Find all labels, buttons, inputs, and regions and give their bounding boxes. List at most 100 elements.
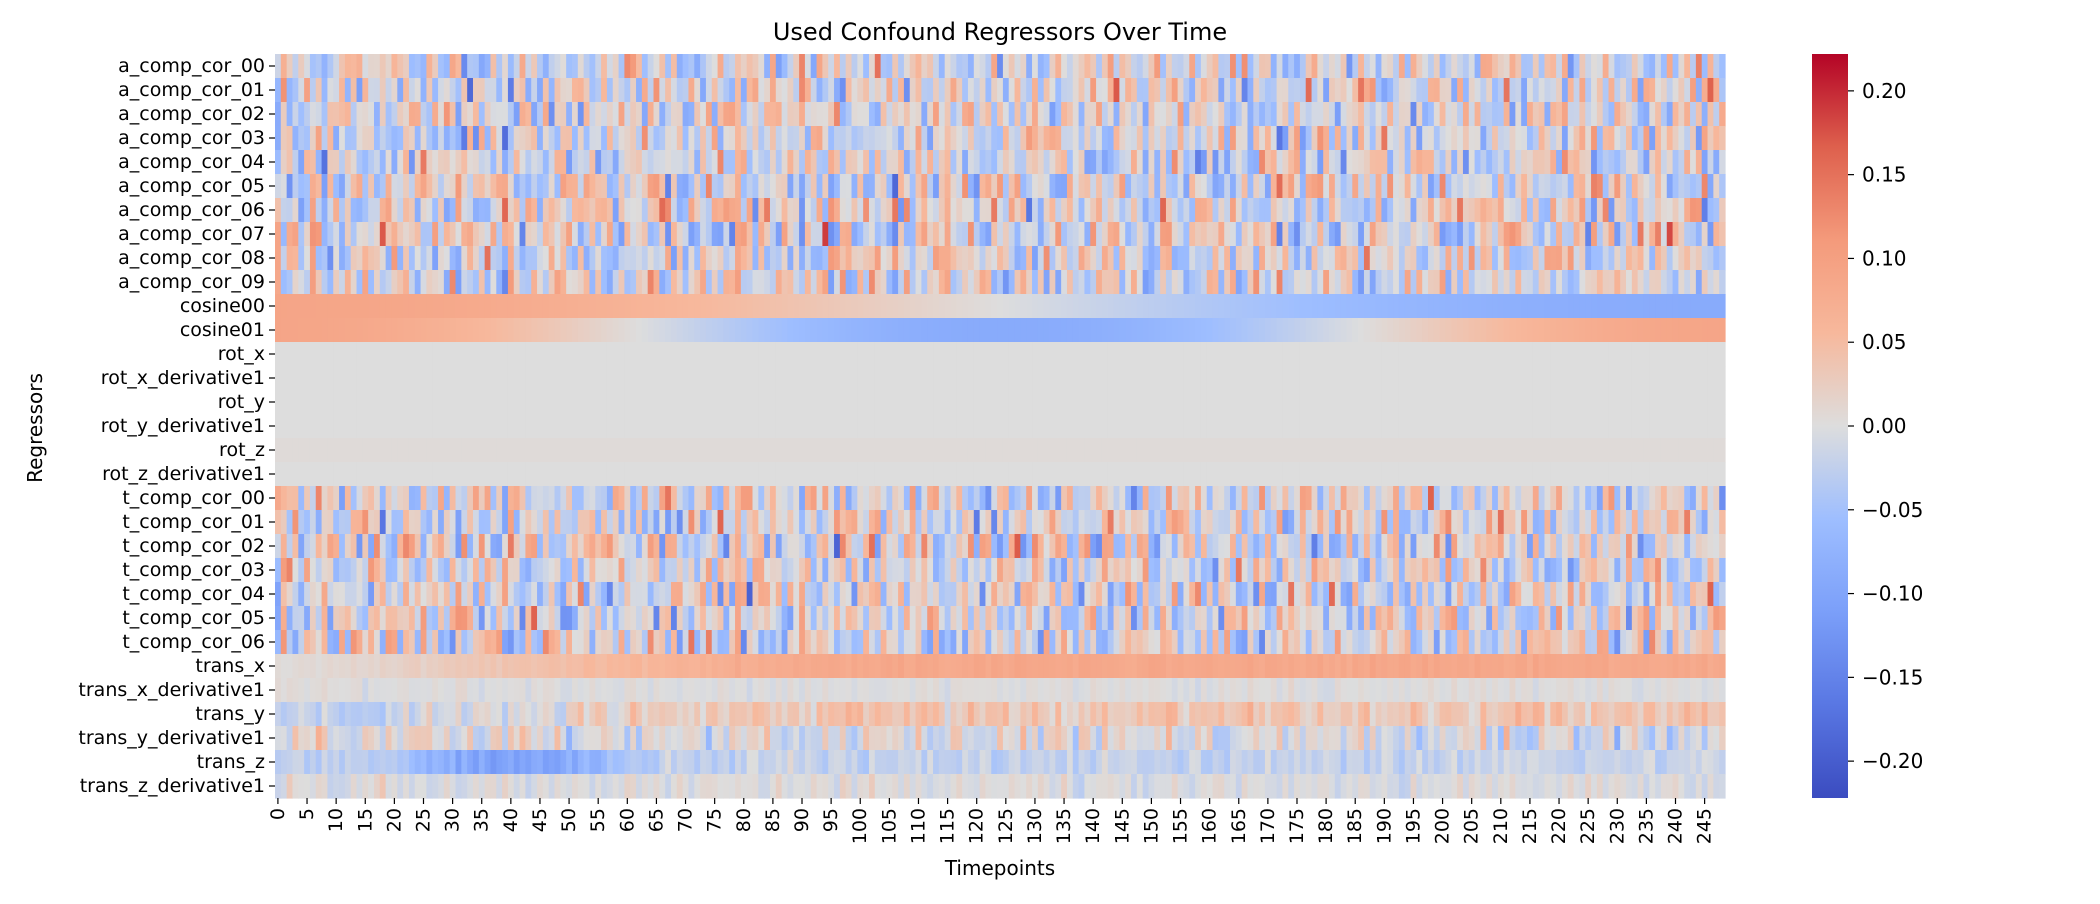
heatmap-cell (997, 150, 1004, 175)
heatmap-cell (1666, 438, 1674, 463)
heatmap-cell (1445, 126, 1452, 151)
heatmap-cell (781, 438, 789, 463)
heatmap-cell (1323, 78, 1330, 103)
heatmap-cell (1195, 486, 1202, 511)
heatmap-cell (1561, 270, 1569, 295)
heatmap-cell (1649, 246, 1656, 271)
heatmap-cell (502, 198, 509, 223)
heatmap-cell (1171, 78, 1179, 103)
heatmap-cell (1055, 294, 1062, 319)
heatmap-cell (1538, 270, 1546, 295)
heatmap-cell (1224, 174, 1231, 199)
heatmap-cell (432, 78, 439, 103)
heatmap-cell (577, 294, 585, 319)
heatmap-cell (1532, 102, 1540, 127)
heatmap-cell (921, 414, 928, 439)
heatmap-cell (1078, 486, 1086, 511)
heatmap-cell (630, 126, 637, 151)
heatmap-cell (898, 150, 905, 175)
heatmap-cell (1195, 174, 1202, 199)
heatmap-cell (880, 222, 888, 247)
heatmap-cell (531, 438, 538, 463)
heatmap-cell (1119, 198, 1126, 223)
heatmap-cell (665, 54, 672, 79)
heatmap-cell (315, 102, 323, 127)
heatmap-cell (385, 318, 393, 343)
heatmap-cell (1660, 78, 1668, 103)
heatmap-cell (362, 174, 369, 199)
heatmap-cell (927, 150, 934, 175)
heatmap-cell (1585, 222, 1592, 247)
heatmap-cell (298, 462, 305, 487)
heatmap-cell (1631, 414, 1639, 439)
heatmap-cell (1486, 390, 1493, 415)
heatmap-cell (606, 198, 614, 223)
heatmap-cell (880, 174, 888, 199)
heatmap-cell (362, 54, 369, 79)
heatmap-cell (1515, 270, 1522, 295)
heatmap-cell (927, 438, 934, 463)
heatmap-cell (822, 462, 829, 487)
heatmap-cell (1468, 294, 1476, 319)
heatmap-cell (589, 342, 596, 367)
heatmap-cell (1585, 342, 1592, 367)
heatmap-cell (1602, 174, 1610, 199)
heatmap-cell (560, 510, 567, 535)
heatmap-cell (1090, 222, 1097, 247)
heatmap-cell (752, 270, 759, 295)
heatmap-cell (630, 510, 637, 535)
heatmap-cell (630, 174, 637, 199)
heatmap-cell (1637, 270, 1645, 295)
heatmap-cell (1451, 294, 1458, 319)
heatmap-cell (1061, 270, 1068, 295)
heatmap-cell (502, 366, 509, 391)
heatmap-cell (781, 294, 789, 319)
heatmap-cell (1393, 510, 1400, 535)
heatmap-cell (513, 270, 521, 295)
heatmap-cell (898, 342, 905, 367)
heatmap-cell (1032, 414, 1039, 439)
heatmap-cell (1049, 510, 1056, 535)
heatmap-cell (1101, 318, 1109, 343)
heatmap-cell (612, 414, 620, 439)
heatmap-cell (903, 246, 911, 271)
heatmap-cell (1014, 150, 1021, 175)
heatmap-cell (472, 294, 480, 319)
heatmap-cell (1660, 510, 1668, 535)
heatmap-cell (641, 54, 649, 79)
heatmap-cell (490, 126, 497, 151)
heatmap-cell (979, 126, 987, 151)
heatmap-cell (1264, 366, 1272, 391)
heatmap-cell (1509, 462, 1516, 487)
heatmap-cell (1713, 390, 1720, 415)
heatmap-cell (670, 174, 678, 199)
heatmap-cell (1078, 390, 1086, 415)
heatmap-cell (1381, 126, 1388, 151)
heatmap-cell (1224, 390, 1231, 415)
heatmap-cell (1311, 198, 1318, 223)
heatmap-cell (886, 174, 893, 199)
heatmap-cell (903, 342, 911, 367)
heatmap-cell (851, 102, 858, 127)
heatmap-cell (863, 54, 870, 79)
heatmap-cell (1666, 54, 1674, 79)
heatmap-cell (577, 390, 585, 415)
heatmap-cell (746, 270, 754, 295)
heatmap-cell (507, 486, 515, 511)
heatmap-cell (583, 486, 591, 511)
heatmap-cell (595, 486, 602, 511)
heatmap-cell (1177, 174, 1185, 199)
heatmap-cell (1235, 198, 1243, 223)
heatmap-cell (851, 198, 858, 223)
heatmap-cell (513, 126, 521, 151)
heatmap-cell (286, 414, 294, 439)
heatmap-cell (1492, 294, 1499, 319)
heatmap-cell (1299, 222, 1307, 247)
heatmap-cell (1439, 390, 1447, 415)
heatmap-cell (933, 414, 940, 439)
heatmap-cell (537, 414, 544, 439)
heatmap-cell (368, 246, 375, 271)
heatmap-cell (1719, 366, 1726, 391)
heatmap-cell (583, 126, 591, 151)
heatmap-cell (1713, 102, 1720, 127)
